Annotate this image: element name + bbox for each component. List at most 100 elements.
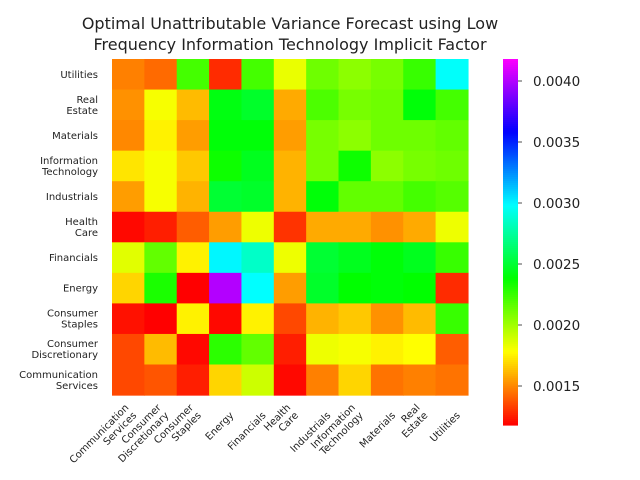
heatmap-cell-industrials-information-technology (338, 181, 372, 213)
heatmap-cell-health-care-health-care (273, 211, 307, 243)
heatmap-cell-real-estate-industrials (306, 89, 340, 121)
y-tick-label-communication-services: Communication Services (19, 370, 98, 392)
heatmap-cell-utilities-energy (209, 59, 243, 91)
heatmap-cell-energy-communication-services (112, 272, 145, 304)
heatmap-cell-health-care-consumer-staples (176, 211, 210, 243)
heatmap-cell-consumer-discretionary-financials (241, 333, 275, 366)
heatmap-cell-utilities-health-care (273, 59, 307, 91)
heatmap-cell-consumer-staples-communication-services (112, 303, 145, 335)
heatmap-cell-real-estate-real-estate (403, 89, 437, 121)
heatmap-cell-utilities-financials (241, 59, 275, 91)
heatmap-cell-financials-utilities (435, 242, 469, 274)
heatmap-cell-consumer-staples-materials (370, 303, 404, 335)
heatmap-cell-information-technology-energy (209, 150, 243, 182)
y-tick-labels: Utilities Real Estate Materials Information T… (19, 70, 99, 392)
y-tick-label-utilities: Utilities (60, 70, 98, 81)
heatmap-cell-health-care-materials (370, 211, 404, 243)
y-tick-label-real-estate: Real Estate (66, 95, 98, 117)
heatmap-cell-financials-health-care (273, 242, 307, 274)
heatmap-cell-utilities-materials (370, 59, 404, 91)
heatmap-cell-consumer-staples-consumer-discretionary (144, 303, 178, 335)
heatmap-cell-real-estate-consumer-discretionary (144, 89, 178, 121)
heatmap-cell-consumer-staples-real-estate (403, 303, 437, 335)
heatmap-cell-consumer-discretionary-real-estate (403, 333, 437, 366)
heatmap-cell-health-care-real-estate (403, 211, 437, 243)
heatmap-cell-consumer-discretionary-health-care (273, 333, 307, 366)
heatmap-cell-communication-services-utilities (435, 364, 469, 396)
heatmap-cell-materials-energy (209, 120, 243, 152)
colorbar-tick-label: 0.0025 (533, 257, 580, 273)
heatmap-cell-materials-information-technology (338, 120, 372, 152)
heatmap-cell-energy-industrials (306, 272, 340, 304)
heatmap-cell-materials-consumer-staples (176, 120, 210, 152)
colorbar: 0.0015 0.0020 0.0025 0.0030 0.0035 0.0040 (503, 59, 580, 426)
heatmap-cell-information-technology-information-technology (338, 150, 372, 182)
heatmap-cell-materials-health-care (273, 120, 307, 152)
heatmap-cell-communication-services-consumer-staples (176, 364, 210, 396)
heatmap-cell-energy-financials (241, 272, 275, 304)
heatmap-cell-industrials-materials (370, 181, 404, 213)
x-tick-label-energy: Energy (204, 410, 237, 443)
heatmap-cell-materials-utilities (435, 120, 469, 152)
heatmap-cell-materials-industrials (306, 120, 340, 152)
heatmap-cell-industrials-communication-services (112, 181, 145, 213)
heatmap-cell-communication-services-materials (370, 364, 404, 396)
heatmap-cell-industrials-real-estate (403, 181, 437, 213)
heatmap-cell-financials-consumer-discretionary (144, 242, 178, 274)
heatmap-cell-industrials-consumer-discretionary (144, 181, 178, 213)
heatmap-cell-utilities-consumer-discretionary (144, 59, 178, 91)
heatmap-cell-utilities-utilities (435, 59, 469, 91)
heatmap-cell-materials-materials (370, 120, 404, 152)
x-tick-label-health-care: HealthCare (262, 402, 301, 441)
heatmap-cell-information-technology-utilities (435, 150, 469, 182)
heatmap-cell-communication-services-information-technology (338, 364, 372, 396)
heatmap-cell-materials-real-estate (403, 120, 437, 152)
heatmap-cell-consumer-staples-industrials (306, 303, 340, 335)
heatmap-cell-utilities-communication-services (112, 59, 145, 91)
heatmap-cell-consumer-discretionary-materials (370, 333, 404, 366)
heatmap-cell-consumer-staples-utilities (435, 303, 469, 335)
heatmap-cell-communication-services-consumer-discretionary (144, 364, 178, 396)
colorbar-tick-label: 0.0030 (533, 196, 580, 212)
y-tick-label-information-technology: Information Technology (40, 156, 98, 178)
heatmap-cell-health-care-industrials (306, 211, 340, 243)
colorbar-tick-label: 0.0015 (533, 379, 580, 395)
heatmap-cell-health-care-communication-services (112, 211, 145, 243)
heatmap-cells (112, 59, 469, 396)
heatmap-cell-energy-materials (370, 272, 404, 304)
heatmap-cell-financials-communication-services (112, 242, 145, 274)
heatmap-cell-real-estate-materials (370, 89, 404, 121)
heatmap-cell-energy-consumer-staples (176, 272, 210, 304)
heatmap-cell-financials-financials (241, 242, 275, 274)
heatmap-cell-industrials-industrials (306, 181, 340, 213)
heatmap-cell-information-technology-materials (370, 150, 404, 182)
heatmap-cell-financials-energy (209, 242, 243, 274)
heatmap-cell-consumer-staples-financials (241, 303, 275, 335)
heatmap-cell-energy-utilities (435, 272, 469, 304)
heatmap-cell-industrials-financials (241, 181, 275, 213)
heatmap-cell-health-care-consumer-discretionary (144, 211, 178, 243)
chart-title-line-1: Optimal Unattributable Variance Forecast… (82, 14, 498, 33)
heatmap-cell-industrials-consumer-staples (176, 181, 210, 213)
y-tick-label-consumer-discretionary: Consumer Discretionary (31, 339, 98, 361)
heatmap-cell-energy-real-estate (403, 272, 437, 304)
heatmap-cell-information-technology-real-estate (403, 150, 437, 182)
heatmap-cell-real-estate-utilities (435, 89, 469, 121)
heatmap-cell-energy-consumer-discretionary (144, 272, 178, 304)
chart-title-line-2: Frequency Information Technology Implici… (93, 35, 487, 54)
heatmap-cell-health-care-utilities (435, 211, 469, 243)
heatmap-cell-real-estate-information-technology (338, 89, 372, 121)
heatmap-cell-industrials-energy (209, 181, 243, 213)
heatmap-cell-financials-real-estate (403, 242, 437, 274)
heatmap-cell-financials-industrials (306, 242, 340, 274)
heatmap-cell-materials-consumer-discretionary (144, 120, 178, 152)
heatmap-cell-real-estate-energy (209, 89, 243, 121)
y-tick-label-consumer-staples: Consumer Staples (47, 309, 99, 331)
x-tick-label-real-estate: RealEstate (392, 402, 430, 440)
heatmap-cell-industrials-health-care (273, 181, 307, 213)
heatmap-cell-information-technology-communication-services (112, 150, 145, 182)
heatmap-cell-energy-health-care (273, 272, 307, 304)
heatmap-cell-communication-services-industrials (306, 364, 340, 396)
heatmap-cell-financials-information-technology (338, 242, 372, 274)
